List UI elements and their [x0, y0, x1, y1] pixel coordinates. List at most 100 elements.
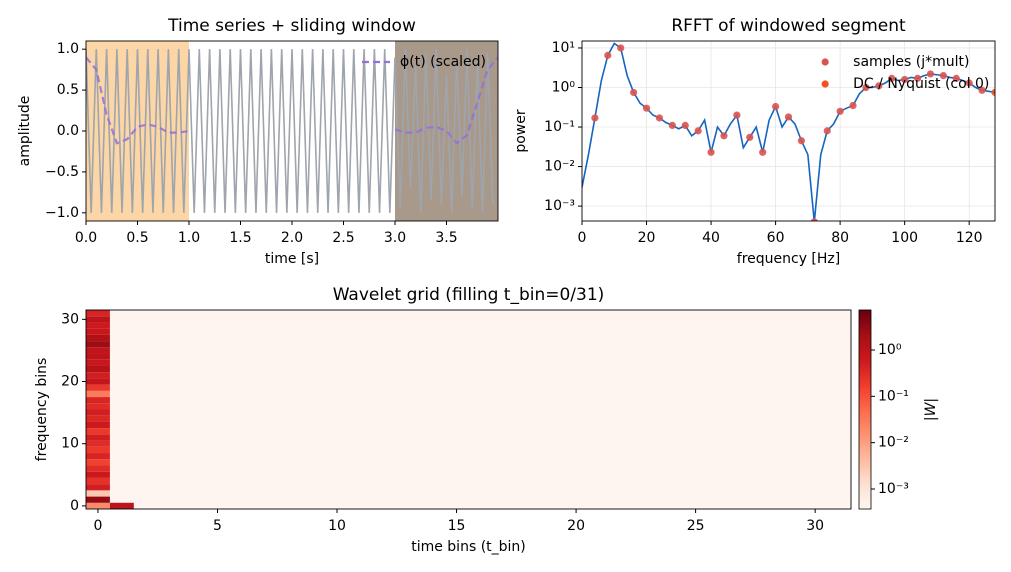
colorbar-segment — [859, 449, 871, 453]
sample-marker — [926, 70, 935, 78]
x-axis-label: time [s] — [265, 251, 319, 267]
sample-marker — [823, 127, 831, 135]
sample-marker — [810, 218, 818, 221]
heatmap-cell — [86, 322, 110, 329]
x-tick-label: 15 — [448, 518, 466, 534]
sample-marker — [694, 127, 702, 135]
heatmap-cell — [86, 421, 110, 429]
colorbar-segment — [859, 431, 871, 435]
colorbar-segment — [859, 369, 871, 373]
heatmap-cell — [86, 453, 110, 460]
colorbar-segment — [859, 337, 871, 341]
colorbar-segment — [859, 324, 871, 328]
colorbar-label: |W| — [923, 398, 939, 421]
y-tick-label: 20 — [61, 374, 79, 390]
heatmap-cell — [86, 365, 110, 373]
colorbar-tick-label: 10⁻² — [878, 435, 909, 451]
colorbar-segment — [859, 501, 871, 505]
colorbar-segment — [859, 451, 871, 455]
colorbar-segment — [859, 441, 871, 445]
colorbar-segment — [859, 407, 871, 410]
colorbar-segment — [859, 454, 871, 458]
heatmap-cell — [86, 490, 110, 497]
chart-title: Time series + sliding window — [167, 16, 416, 36]
colorbar-segment — [859, 359, 871, 363]
heatmap-cell — [86, 403, 110, 410]
sample-marker — [849, 101, 857, 110]
colorbar-segment — [859, 486, 871, 490]
heatmap-cell — [86, 440, 110, 447]
colorbar-segment — [859, 349, 871, 353]
x-axis-label: time bins (t_bin) — [411, 539, 526, 555]
sample-marker — [759, 148, 767, 156]
heatmap-cell — [86, 390, 110, 398]
sample-marker — [978, 86, 986, 94]
colorbar-segment — [859, 461, 871, 465]
series-line — [86, 49, 494, 213]
x-tick-label: 2.5 — [332, 230, 354, 246]
sample-marker — [875, 82, 883, 90]
colorbar-segment — [859, 372, 871, 376]
colorbar-tick-label: 10⁰ — [878, 342, 902, 358]
colorbar-segment — [859, 491, 871, 495]
axes-frame — [85, 309, 852, 510]
y-tick-label: 30 — [61, 311, 79, 327]
sample-marker — [668, 121, 676, 129]
colorbar-segment — [859, 317, 871, 321]
colorbar-segment — [859, 419, 871, 423]
colorbar-segment — [859, 387, 871, 391]
colorbar-segment — [859, 310, 871, 313]
y-tick-label: −1.0 — [45, 205, 79, 221]
colorbar-segment — [859, 382, 871, 386]
colorbar-segment — [859, 394, 871, 398]
y-tick-label: 10⁻³ — [544, 198, 575, 214]
legend: samples (j*mult) DC / Nyquist (col 0) — [821, 54, 989, 92]
colorbar-segment — [859, 342, 871, 346]
colorbar-segment — [859, 466, 871, 470]
heatmap-cell — [86, 428, 110, 435]
sample-marker — [797, 137, 806, 145]
plot-area — [582, 41, 995, 221]
colorbar-segment — [859, 384, 871, 388]
colorbar-segment — [859, 499, 871, 503]
colorbar-segment — [859, 469, 871, 473]
legend-marker — [821, 80, 829, 88]
x-tick-label: 2.0 — [281, 230, 303, 246]
heatmap-cell — [86, 496, 110, 503]
x-tick-label: 3.0 — [384, 230, 406, 246]
heatmap-cell — [86, 465, 110, 472]
colorbar-segment — [859, 464, 871, 468]
sample-marker — [939, 71, 947, 80]
heatmap-cell — [86, 397, 110, 404]
sample-marker — [965, 79, 973, 87]
colorbar-segment — [859, 314, 871, 318]
heatmap-cell — [86, 372, 110, 379]
colorbar-segment — [859, 424, 871, 428]
colorbar-segment — [859, 389, 871, 393]
colorbar-segment — [859, 414, 871, 418]
sample-marker — [733, 111, 741, 119]
x-tick-label: 80 — [831, 230, 849, 246]
x-tick-label: 0 — [93, 518, 102, 534]
colorbar-segment — [859, 429, 871, 433]
sample-marker — [862, 83, 870, 92]
sample-marker — [991, 88, 995, 97]
heatmap-cell — [86, 502, 110, 509]
y-tick-label: 1.0 — [57, 41, 79, 57]
sample-marker — [681, 121, 689, 129]
heatmap-cell — [86, 316, 110, 323]
sample-marker — [617, 44, 625, 52]
colorbar-segment — [859, 436, 871, 440]
heatmap-cell — [86, 378, 110, 385]
colorbar-segment — [859, 374, 871, 378]
y-tick-label: 10⁻² — [544, 159, 575, 175]
x-tick-label: 100 — [891, 230, 918, 246]
y-axis-label: power — [513, 109, 529, 153]
heatmap-cell — [86, 459, 110, 466]
heatmap-cell — [86, 334, 110, 342]
y-tick-label: 10¹ — [552, 40, 575, 56]
sample-marker — [771, 102, 780, 111]
x-tick-label: 25 — [687, 518, 705, 534]
y-tick-label: 10 — [61, 436, 79, 452]
